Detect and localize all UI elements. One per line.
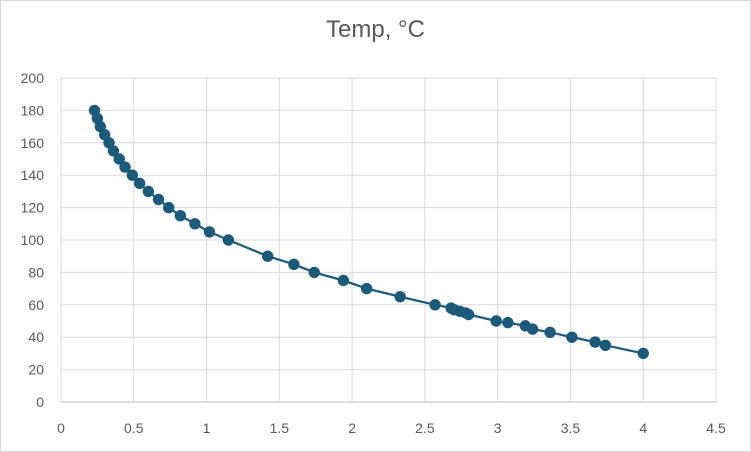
x-tick-label: 1 xyxy=(203,420,211,436)
data-point xyxy=(462,308,475,321)
data-point xyxy=(526,323,539,335)
data-point xyxy=(203,226,216,238)
tick-labels: 0 20 40 60 80 100 120 140 160 180 200 0 0.5 1 1.5 2 2.5 3… xyxy=(21,70,726,436)
data-point xyxy=(152,193,165,206)
series-layer xyxy=(88,104,649,360)
x-tick-label: 3.5 xyxy=(561,420,581,436)
data-point xyxy=(288,258,300,270)
x-tick-label: 2 xyxy=(348,420,356,436)
data-point xyxy=(113,153,125,165)
data-point xyxy=(544,326,556,339)
data-point xyxy=(337,274,350,287)
x-tick-label: 3 xyxy=(494,420,502,436)
x-tick-label: 2.5 xyxy=(415,420,435,436)
data-point xyxy=(490,315,502,327)
x-tick-label: 0 xyxy=(57,420,65,436)
data-point xyxy=(637,347,649,360)
y-tick-label: 80 xyxy=(28,264,44,280)
x-tick-label: 1.5 xyxy=(270,420,290,436)
y-tick-label: 120 xyxy=(21,200,45,216)
data-point xyxy=(142,185,155,198)
y-tick-label: 20 xyxy=(28,362,44,378)
data-point xyxy=(119,161,131,173)
y-tick-label: 180 xyxy=(21,102,45,118)
x-tick-label: 0.5 xyxy=(124,420,144,436)
chart-title: Temp, °C xyxy=(326,16,425,43)
data-point xyxy=(589,336,601,348)
y-tick-label: 160 xyxy=(21,135,45,151)
x-tick-label: 4 xyxy=(639,420,647,436)
y-tick-label: 200 xyxy=(21,70,45,86)
data-point xyxy=(126,169,139,181)
data-point xyxy=(308,266,320,279)
data-point xyxy=(599,339,612,351)
series-line xyxy=(93,110,644,355)
data-point xyxy=(502,316,514,329)
data-point xyxy=(360,282,373,295)
y-tick-label: 140 xyxy=(21,167,45,183)
data-point xyxy=(566,331,578,343)
data-point xyxy=(429,299,441,311)
data-point xyxy=(174,210,187,222)
y-tick-label: 60 xyxy=(28,297,44,313)
data-point xyxy=(107,145,120,157)
data-point xyxy=(261,250,274,262)
y-tick-label: 0 xyxy=(36,394,44,410)
y-tick-label: 40 xyxy=(28,329,44,345)
data-point xyxy=(222,234,235,246)
x-tick-label: 4.5 xyxy=(706,420,726,436)
data-point xyxy=(394,291,406,303)
data-point xyxy=(189,218,201,230)
data-point xyxy=(163,201,175,214)
grid-layer xyxy=(60,77,717,403)
data-point xyxy=(133,177,146,190)
y-tick-label: 100 xyxy=(21,232,45,248)
